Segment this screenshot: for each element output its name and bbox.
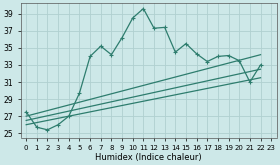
X-axis label: Humidex (Indice chaleur): Humidex (Indice chaleur): [95, 152, 202, 162]
